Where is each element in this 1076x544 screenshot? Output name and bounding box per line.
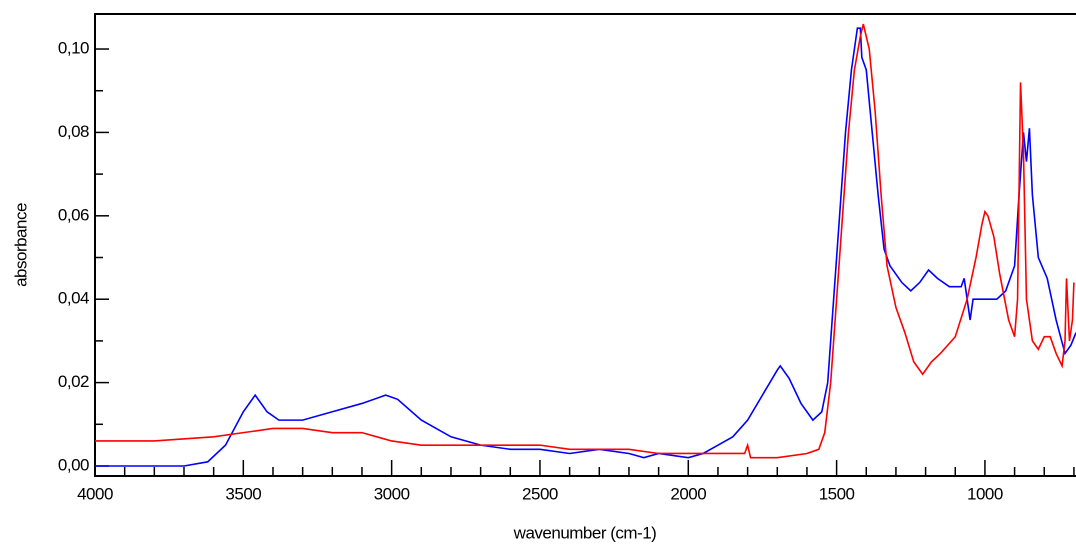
x-tick-label: 3000 <box>374 484 410 503</box>
spectrum-line <box>95 27 1076 467</box>
x-tick-label: 4000 <box>77 484 113 503</box>
y-tick-label: 0,02 <box>58 372 89 391</box>
x-axis-label: wavenumber (cm-1) <box>513 523 657 542</box>
x-tick-label: 2500 <box>522 484 558 503</box>
y-tick-label: 0,10 <box>58 39 89 58</box>
y-tick-label: 0,08 <box>58 122 89 141</box>
x-tick-label: 1500 <box>819 484 855 503</box>
x-tick-label: 1000 <box>967 484 1003 503</box>
y-tick-label: 0,00 <box>58 455 89 474</box>
plot-frame <box>94 13 1076 477</box>
x-tick-label: 3500 <box>225 484 261 503</box>
y-tick-label: 0,04 <box>58 289 89 308</box>
spectrum-line <box>95 23 1075 459</box>
y-axis-label: absorbance <box>11 203 30 287</box>
x-tick-label: 2000 <box>670 484 706 503</box>
y-tick-label: 0,06 <box>58 205 89 224</box>
